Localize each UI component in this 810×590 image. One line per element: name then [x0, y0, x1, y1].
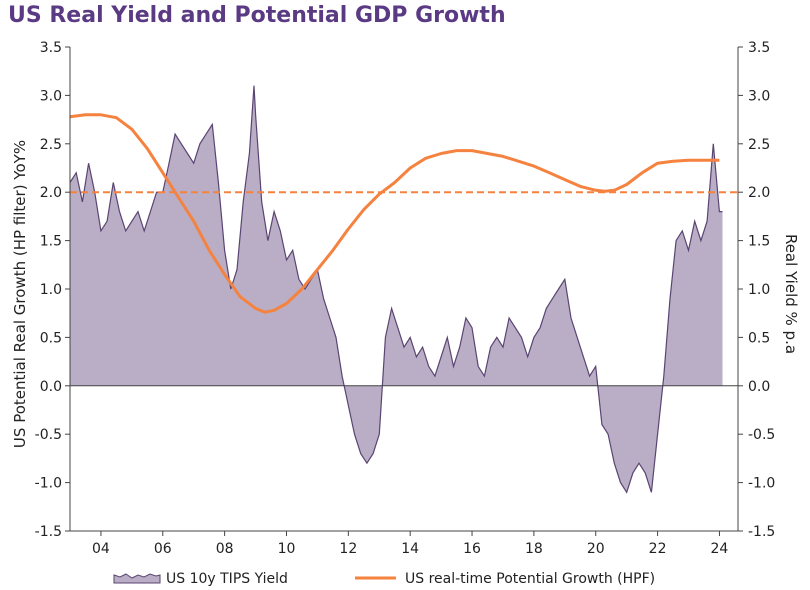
- x-tick-label: 22: [649, 541, 667, 557]
- y-tick-label-left: 3.0: [40, 88, 62, 104]
- y-tick-label-left: 2.5: [40, 137, 62, 153]
- y-tick-label-right: 0.5: [748, 330, 770, 346]
- x-tick-label: 14: [401, 541, 419, 557]
- y-tick-label-right: 1.0: [748, 282, 770, 298]
- y-axis-right-title: Real Yield % p.a: [782, 234, 800, 354]
- y-axis-left-title: US Potential Real Growth (HP filter) YoY…: [11, 140, 29, 448]
- y-tick-label-right: 0.0: [748, 379, 770, 395]
- x-tick-label: 24: [711, 541, 729, 557]
- y-tick-label-left: -1.0: [35, 476, 62, 492]
- legend-label-potential-growth: US real-time Potential Growth (HPF): [405, 571, 655, 587]
- potential-growth-line: [69, 113, 720, 314]
- y-tick-label-right: 2.0: [748, 185, 770, 201]
- y-tick-label-left: 0.0: [40, 379, 62, 395]
- x-tick-label: 12: [339, 541, 357, 557]
- legend: US 10y TIPS Yield US real-time Potential…: [113, 571, 655, 587]
- y-tick-label-left: -0.5: [35, 427, 62, 443]
- x-tick-label: 10: [278, 541, 296, 557]
- y-tick-label-left: 3.5: [40, 40, 62, 56]
- x-tick-label: 06: [154, 541, 172, 557]
- x-tick-label: 18: [525, 541, 543, 557]
- x-tick-label: 16: [463, 541, 481, 557]
- tips-yield-area-layer: [69, 85, 723, 494]
- y-tick-label-left: 0.5: [40, 330, 62, 346]
- y-tick-label-right: -0.5: [748, 427, 775, 443]
- legend-label-tips-yield: US 10y TIPS Yield: [166, 571, 288, 587]
- y-tick-label-right: 1.5: [748, 234, 770, 250]
- y-tick-label-left: 1.5: [40, 234, 62, 250]
- chart-title: US Real Yield and Potential GDP Growth: [8, 3, 506, 28]
- x-tick-label: 04: [92, 541, 110, 557]
- y-tick-label-right: 2.5: [748, 137, 770, 153]
- y-tick-label-right: -1.5: [748, 524, 775, 540]
- y-tick-label-left: 2.0: [40, 185, 62, 201]
- x-tick-label: 20: [587, 541, 605, 557]
- tips-yield-area: [70, 85, 723, 493]
- y-tick-label-left: -1.5: [35, 524, 62, 540]
- y-tick-label-left: 1.0: [40, 282, 62, 298]
- tips-yield-edge: [69, 85, 723, 494]
- y-tick-label-right: -1.0: [748, 476, 775, 492]
- y-tick-label-right: 3.0: [748, 88, 770, 104]
- ticks-layer: 3.5 3.5 3.0 3.0 2.5 2.5 2.0 2.0 1.5 1.5 1.0 1.0 0.5 0…: [35, 40, 776, 557]
- x-tick-label: 08: [216, 541, 234, 557]
- legend-swatch-tips-yield: [113, 573, 161, 584]
- potential-growth-line-layer: [69, 113, 738, 314]
- y-tick-label-right: 3.5: [748, 40, 770, 56]
